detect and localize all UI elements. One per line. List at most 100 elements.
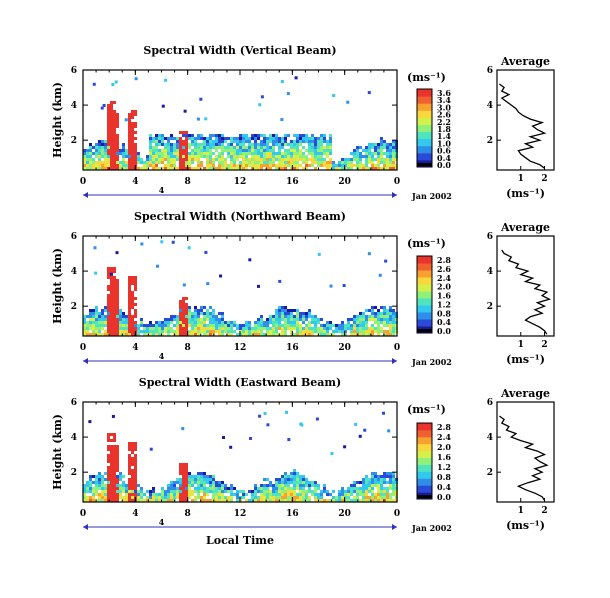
heatmap-cell: [203, 306, 206, 309]
heatmap-cell: [302, 137, 305, 140]
heatmap-cell: [260, 327, 263, 330]
heatmap-cell: [383, 333, 386, 336]
heatmap-cell: [152, 158, 155, 161]
heatmap-cell: [185, 324, 188, 327]
heatmap-cell: [260, 330, 263, 333]
heatmap-cell: [236, 149, 239, 152]
x-tick-label: 16: [286, 343, 299, 353]
heatmap-cell: [92, 496, 95, 499]
heatmap-cell: [242, 143, 245, 146]
heatmap-cell: [344, 327, 347, 330]
heatmap-cell: [185, 490, 188, 493]
heatmap-cell: [119, 318, 122, 321]
heatmap-cell: [350, 484, 353, 487]
heatmap-cell: [110, 134, 113, 137]
heatmap-cell: [197, 324, 200, 327]
heatmap-cell: [116, 137, 119, 140]
heatmap-cell: [305, 134, 308, 137]
y-axis-label: Height (km): [51, 82, 64, 158]
heatmap-cell: [317, 493, 320, 496]
heatmap-cell: [167, 321, 170, 324]
heatmap-cell: [176, 143, 179, 146]
heatmap-cell: [227, 330, 230, 333]
heatmap-cell: [158, 333, 161, 336]
heatmap-cell: [191, 324, 194, 327]
heatmap-cell: [188, 152, 191, 155]
heatmap-cell: [203, 472, 206, 475]
heatmap-cell: [359, 155, 362, 158]
heatmap-cell: [275, 333, 278, 336]
heatmap-cell: [317, 137, 320, 140]
heatmap-cell: [380, 167, 383, 170]
heatmap-cell: [326, 321, 329, 324]
heatmap-cell: [170, 167, 173, 170]
heatmap-cell: [315, 417, 319, 421]
heatmap-cell: [233, 149, 236, 152]
heatmap-cell: [110, 161, 113, 164]
heatmap-cell: [200, 481, 203, 484]
heatmap-cell: [137, 167, 140, 170]
heatmap-cell: [182, 324, 185, 327]
heatmap-cell: [191, 478, 194, 481]
heatmap-cell: [251, 143, 254, 146]
heatmap-cell: [290, 318, 293, 321]
heatmap-cell: [158, 149, 161, 152]
heatmap-cell: [374, 321, 377, 324]
heatmap-cell: [131, 155, 134, 158]
heatmap-cell: [251, 164, 254, 167]
heatmap-cell: [128, 128, 131, 131]
heatmap-cell: [110, 149, 113, 152]
heatmap-cell: [383, 330, 386, 333]
heatmap-cell: [113, 460, 116, 463]
heatmap-cell: [146, 327, 149, 330]
heatmap-cell: [296, 146, 299, 149]
heatmap-cell: [278, 306, 281, 309]
heatmap-cell: [281, 158, 284, 161]
heatmap-cell: [371, 158, 374, 161]
heatmap-cell: [263, 324, 266, 327]
heatmap-cell: [368, 161, 371, 164]
heatmap-cell: [131, 478, 134, 481]
colorbar-frame: [416, 255, 433, 334]
heatmap-cell: [113, 448, 116, 451]
heatmap-cell: [116, 448, 119, 451]
heatmap-cell: [176, 321, 179, 324]
heatmap-cell: [158, 330, 161, 333]
heatmap-cell: [386, 167, 389, 170]
heatmap-cell: [293, 149, 296, 152]
heatmap-cell: [209, 330, 212, 333]
x-tick-label: 0: [80, 509, 86, 519]
heatmap-cell: [284, 321, 287, 324]
heatmap-cell: [329, 284, 333, 288]
heatmap-cell: [272, 149, 275, 152]
heatmap-cell: [323, 164, 326, 167]
heatmap-cell: [383, 487, 386, 490]
heatmap-cell: [356, 152, 359, 155]
heatmap-cell: [164, 152, 167, 155]
heatmap-cell: [107, 493, 110, 496]
heatmap-cell: [158, 152, 161, 155]
heatmap-cell: [392, 149, 395, 152]
heatmap-cell: [356, 158, 359, 161]
heatmap-cell: [146, 496, 149, 499]
heatmap-cell: [215, 146, 218, 149]
heatmap-cell: [362, 499, 365, 502]
heatmap-cell: [185, 466, 188, 469]
heatmap-cell: [224, 327, 227, 330]
heatmap-cell: [197, 146, 200, 149]
heatmap-cell: [314, 487, 317, 490]
heatmap-cell: [365, 490, 368, 493]
heatmap-cell: [176, 330, 179, 333]
colorbar-tick-label: 1.2: [437, 299, 451, 309]
date-marker: 4: [83, 185, 397, 198]
heatmap-cell: [182, 466, 185, 469]
heatmap-cell: [302, 146, 305, 149]
heatmap-cell: [284, 140, 287, 143]
heatmap-cell: [293, 158, 296, 161]
heatmap-cell: [89, 327, 92, 330]
heatmap-cell: [275, 324, 278, 327]
heatmap-cell: [350, 327, 353, 330]
heatmap-cell: [368, 315, 371, 318]
heatmap-cell: [167, 143, 170, 146]
heatmap-cell: [296, 152, 299, 155]
